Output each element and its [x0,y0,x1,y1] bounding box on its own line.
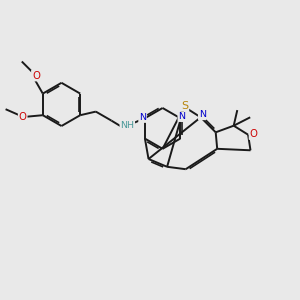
Text: S: S [181,100,188,111]
Text: N: N [139,113,146,122]
Text: NH: NH [120,121,134,130]
Text: O: O [250,129,257,139]
Text: N: N [199,110,206,119]
Text: N: N [178,112,185,121]
Text: O: O [19,112,27,122]
Text: O: O [32,70,40,81]
